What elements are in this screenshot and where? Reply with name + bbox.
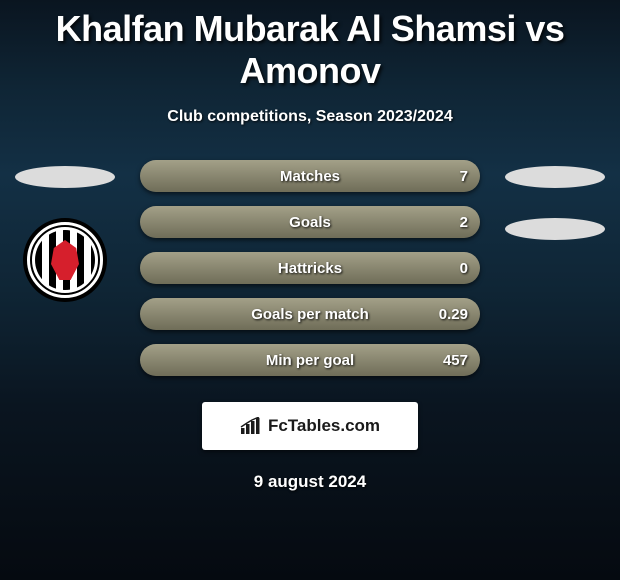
stat-row-hattricks: Hattricks 0	[140, 252, 480, 284]
club-badge-placeholder	[505, 218, 605, 240]
footer-date: 9 august 2024	[0, 472, 620, 492]
player-photo-placeholder	[505, 166, 605, 188]
stat-value-right: 0.29	[439, 306, 468, 323]
right-player-column	[500, 166, 610, 240]
attribution-badge: FcTables.com	[202, 402, 418, 450]
stat-value-right: 0	[460, 260, 468, 277]
stat-label: Hattricks	[278, 260, 342, 277]
club-badge-left	[23, 218, 107, 302]
stat-label: Goals per match	[251, 306, 369, 323]
left-player-column	[10, 166, 120, 302]
stats-bars: Matches 7 Goals 2 Hattricks 0 Goals per …	[140, 160, 480, 390]
page-title: Khalfan Mubarak Al Shamsi vs Amonov	[0, 0, 620, 92]
page-subtitle: Club competitions, Season 2023/2024	[0, 108, 620, 126]
comparison-area: Matches 7 Goals 2 Hattricks 0 Goals per …	[0, 166, 620, 386]
bar-chart-icon	[240, 417, 262, 435]
player-photo-placeholder	[15, 166, 115, 188]
attribution-text: FcTables.com	[268, 416, 380, 436]
stat-value-right: 7	[460, 168, 468, 185]
stat-row-goals-per-match: Goals per match 0.29	[140, 298, 480, 330]
stat-label: Matches	[280, 168, 340, 185]
stat-row-goals: Goals 2	[140, 206, 480, 238]
stat-row-min-per-goal: Min per goal 457	[140, 344, 480, 376]
stat-value-right: 457	[443, 352, 468, 369]
stat-row-matches: Matches 7	[140, 160, 480, 192]
stat-value-right: 2	[460, 214, 468, 231]
stat-label: Goals	[289, 214, 331, 231]
stat-label: Min per goal	[266, 352, 354, 369]
club-badge-inner	[35, 230, 95, 290]
